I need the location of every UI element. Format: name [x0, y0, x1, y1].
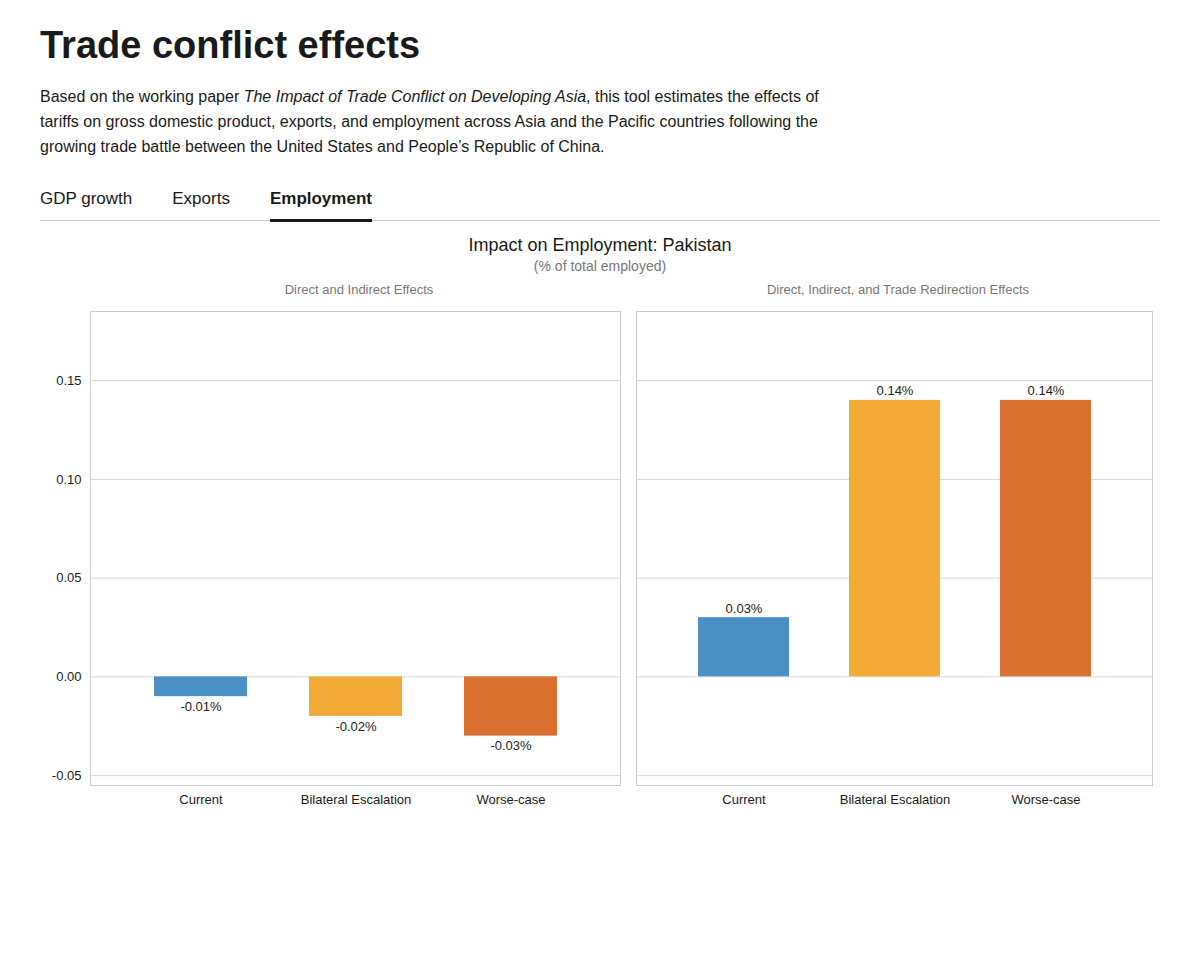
html-text:Exports: Exports: [172, 189, 230, 209]
html-text:GDP growth: GDP growth: [40, 189, 133, 209]
svg-text:Bilateral Escalation: Bilateral Escalation: [301, 792, 412, 807]
svg-text:-0.01%: -0.01%: [180, 699, 222, 714]
svg-text:Worse-case: Worse-case: [476, 792, 545, 807]
svg-text:Bilateral Escalation: Bilateral Escalation: [840, 792, 951, 807]
html-text:growing trade battle between t: growing trade battle between the United …: [40, 137, 605, 155]
svg-text:Worse-case: Worse-case: [1011, 792, 1080, 807]
svg-text:-0.03%: -0.03%: [490, 739, 532, 754]
html-text:Trade conflict effects: Trade conflict effects: [40, 24, 421, 66]
svg-text:0.10: 0.10: [56, 472, 81, 487]
svg-text:Current: Current: [179, 792, 223, 807]
html-text:tariffs on gross domestic prod: tariffs on gross domestic product, expor…: [40, 112, 818, 130]
svg-text:0.00: 0.00: [56, 669, 81, 684]
svg-text:0.14%: 0.14%: [877, 384, 914, 399]
svg-text:0.15: 0.15: [56, 373, 81, 388]
svg-text:0.03%: 0.03%: [726, 601, 763, 616]
svg-text:0.14%: 0.14%: [1028, 384, 1065, 399]
html-text:Direct and Indirect Effects: Direct and Indirect Effects: [284, 282, 434, 298]
html-text:Impact on Employment: Pakistan: Impact on Employment: Pakistan: [468, 235, 732, 256]
svg-text:Current: Current: [722, 792, 766, 807]
svg-text:-0.02%: -0.02%: [335, 719, 377, 734]
html-text:Based on the working paper The: Based on the working paper The Impact of…: [40, 88, 819, 105]
html-text:(% of total employed): (% of total employed): [533, 258, 667, 275]
svg-text:-0.05: -0.05: [52, 768, 82, 783]
svg-text:0.05: 0.05: [56, 571, 81, 586]
html-text:Direct, Indirect, and Trade Re: Direct, Indirect, and Trade Redirection …: [767, 282, 1029, 298]
html-text:Employment: Employment: [269, 189, 372, 209]
